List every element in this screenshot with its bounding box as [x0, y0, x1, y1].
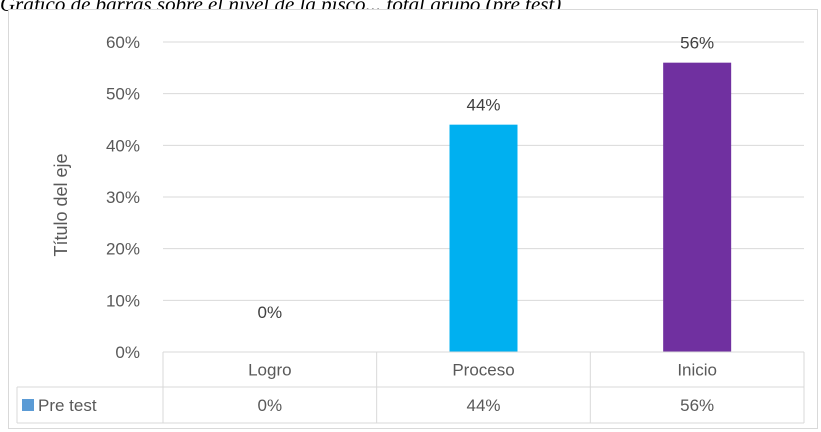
table-value: 56%: [680, 396, 714, 415]
y-tick-label: 50%: [106, 85, 140, 104]
y-tick-label: 10%: [106, 291, 140, 310]
data-label: 44%: [466, 96, 500, 115]
data-label: 56%: [680, 34, 714, 53]
y-tick-label: 40%: [106, 136, 140, 155]
data-label: 0%: [258, 303, 283, 322]
y-axis-title: Título del eje: [51, 153, 71, 256]
y-tick-label: 0%: [115, 343, 140, 362]
table-value: 44%: [466, 396, 500, 415]
category-label: Inicio: [677, 361, 717, 380]
legend-swatch: [22, 399, 34, 411]
bar-inicio: [663, 62, 732, 353]
category-label: Logro: [248, 361, 291, 380]
table-value: 0%: [258, 396, 283, 415]
y-tick-label: 30%: [106, 188, 140, 207]
legend-series-name: Pre test: [38, 396, 97, 415]
category-label: Proceso: [452, 361, 514, 380]
y-tick-label: 60%: [106, 33, 140, 52]
bar-proceso: [449, 124, 518, 353]
y-tick-label: 20%: [106, 240, 140, 259]
